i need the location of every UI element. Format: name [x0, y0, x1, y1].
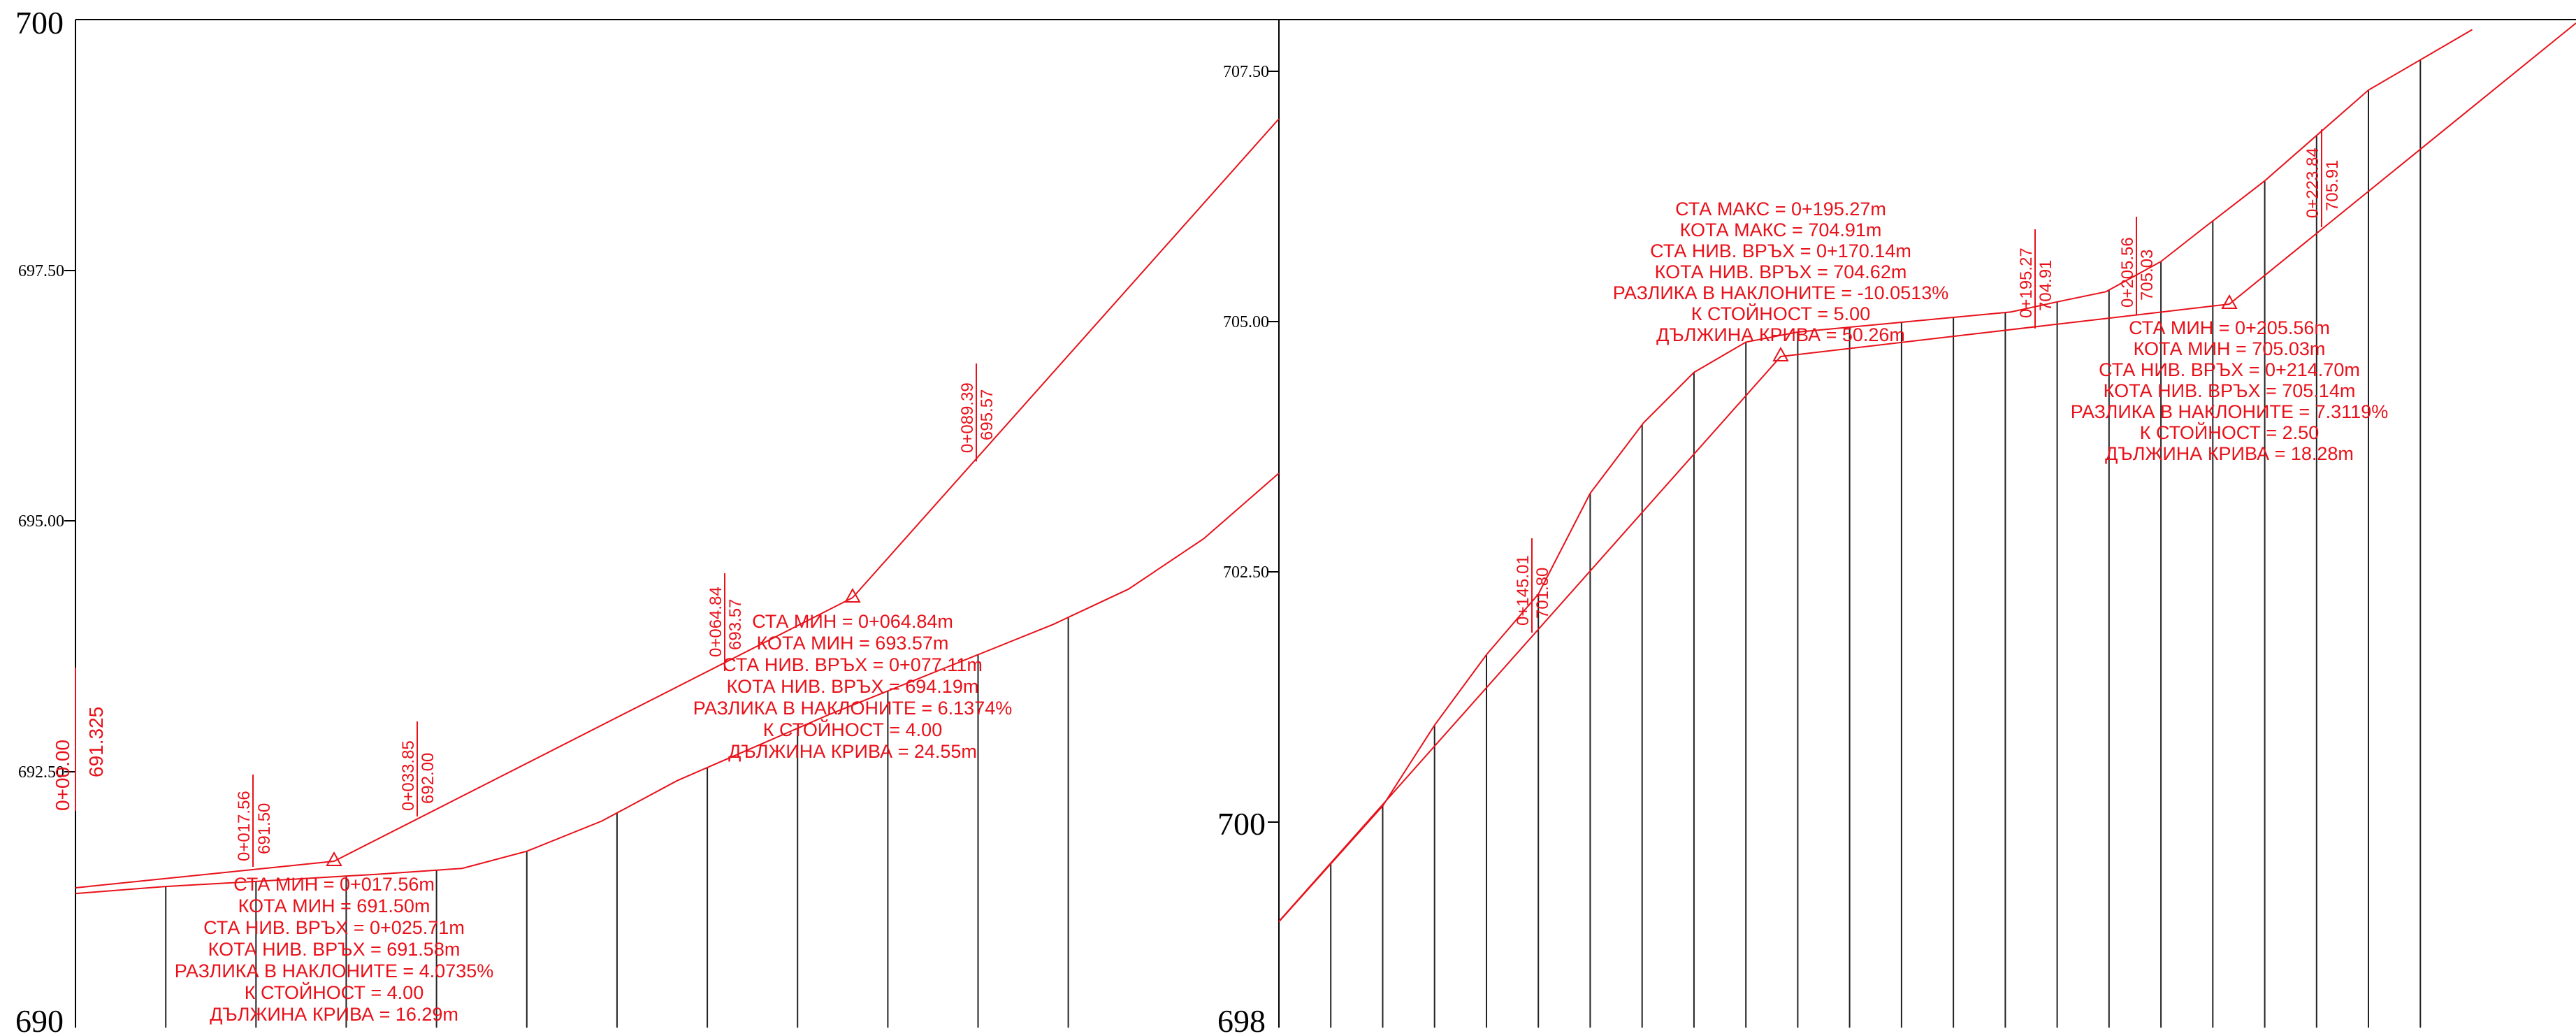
- right-profile-line: [1278, 29, 2473, 923]
- left-y-label-bottom: 690: [15, 1003, 64, 1033]
- curve-annotation-line: РАЗЛИКА В НАКЛОНИТЕ = 4.0735%: [175, 961, 494, 981]
- right-station-grid-lines: [1330, 59, 2422, 1028]
- curve-annotation-block: СТА МИН = 0+205.56m КОТА МИН = 705.03m С…: [2071, 317, 2389, 464]
- curve-annotation-line: СТА НИВ. ВРЪХ = 0+025.71m: [203, 917, 465, 938]
- station-marker-station: 0+064.84: [707, 587, 725, 657]
- curve-annotation-line: КОТА НИВ. ВРЪХ = 704.62m: [1655, 261, 1907, 282]
- right-tangent-line: [1278, 22, 2576, 922]
- right-panel: 700 698 707.50 705.00 702.50 0+145.01 70…: [1217, 19, 2576, 1036]
- station-marker-elevation: 691.50: [255, 803, 274, 854]
- station-marker-elevation: 704.91: [2036, 260, 2055, 311]
- curve-annotation-line: КОТА МИН = 691.50m: [238, 895, 430, 916]
- right-y-tick-label: 707.50: [1223, 63, 1269, 81]
- left-tangent-line: [75, 118, 1280, 888]
- left-y-label-top: 700: [15, 5, 64, 41]
- curve-annotation-line: К СТОЙНОСТ = 4.00: [763, 719, 942, 740]
- station-marker-elevation: 705.03: [2138, 250, 2157, 301]
- station-marker-elevation: 695.57: [978, 389, 997, 440]
- curve-annotation-line: КОТА МАКС = 704.91m: [1680, 220, 1882, 240]
- station-marker: 0+033.85 692.00: [399, 721, 437, 816]
- station-marker: 0+017.56 691.50: [235, 775, 274, 867]
- right-station-markers: 0+145.01 701.80 0+195.27 704.91 0+205.56…: [1514, 129, 2342, 633]
- station-marker-station: 0+195.27: [2017, 247, 2036, 318]
- curve-annotation-block: СТА МАКС = 0+195.27m КОТА МАКС = 704.91m…: [1613, 199, 1949, 345]
- curve-annotation-line: ДЪЛЖИНА КРИВА = 24.55m: [728, 741, 977, 762]
- left-station-grid-lines: [165, 617, 1069, 1028]
- station-marker: 0+089.39 695.57: [958, 364, 997, 461]
- station-marker-elevation: 705.91: [2323, 160, 2342, 211]
- curve-annotation-line: ДЪЛЖИНА КРИВА = 50.26m: [1656, 324, 1905, 345]
- curve-annotation-line: КОТА НИВ. ВРЪХ = 691.58m: [208, 939, 461, 960]
- station-marker-station: 0+017.56: [235, 791, 254, 861]
- station-marker: 0+223.84 705.91: [2303, 129, 2342, 227]
- right-y-label-mid: 700: [1217, 806, 1266, 842]
- left-y-tick-label: 697.50: [18, 262, 64, 280]
- station-marker-station: 0+223.84: [2303, 148, 2322, 218]
- right-pvi-markers: [1772, 294, 2238, 361]
- right-y-tick-label: 702.50: [1223, 563, 1269, 582]
- left-start-station-marker: 0+00.00 691.325: [52, 668, 107, 811]
- left-station-markers: 0+017.56 691.50 0+033.85 692.00 0+064.84…: [235, 364, 997, 867]
- profile-curve: [75, 473, 1280, 895]
- station-marker-station: 0+145.01: [1514, 555, 1533, 626]
- curve-annotation-line: СТА НИВ. ВРЪХ = 0+214.70m: [2099, 359, 2360, 380]
- curve-annotation-block: СТА МИН = 0+064.84m КОТА МИН = 693.57m С…: [693, 611, 1013, 762]
- station-marker-station: 0+089.39: [958, 382, 977, 453]
- pvi-triangle-marker: [1772, 346, 1789, 361]
- curve-annotation-line: ДЪЛЖИНА КРИВА = 16.29m: [210, 1004, 458, 1025]
- right-grade-tangents: [1278, 22, 2576, 922]
- left-pvi-markers: [326, 587, 861, 866]
- curve-annotation-line: СТА НИВ. ВРЪХ = 0+077.11m: [723, 654, 983, 675]
- station-marker-elevation: 693.57: [726, 599, 745, 650]
- left-grade-tangents: [75, 118, 1280, 888]
- left-start-station-label: 0+00.00: [52, 740, 73, 811]
- left-panel: 700 690 697.50 695.00 692.50 0+00.00 691…: [15, 5, 1280, 1036]
- curve-annotation-line: КОТА МИН = 705.03m: [2134, 338, 2326, 359]
- pvi-triangle-marker: [326, 851, 342, 866]
- station-marker-elevation: 692.00: [419, 753, 437, 804]
- profile-curve: [1278, 29, 2473, 923]
- station-marker: 0+064.84 693.57: [707, 573, 745, 671]
- station-marker-station: 0+205.56: [2118, 237, 2137, 308]
- station-marker: 0+205.56 705.03: [2118, 217, 2157, 315]
- curve-annotation-line: РАЗЛИКА В НАКЛОНИТЕ = 6.1374%: [693, 698, 1013, 719]
- curve-annotation-line: КОТА НИВ. ВРЪХ = 694.19m: [727, 676, 979, 697]
- curve-annotation-line: КОТА НИВ. ВРЪХ = 705.14m: [2104, 380, 2356, 401]
- right-y-tick-label: 705.00: [1223, 313, 1269, 331]
- curve-annotation-line: К СТОЙНОСТ = 2.50: [2140, 422, 2319, 443]
- curve-annotation-line: ДЪЛЖИНА КРИВА = 18.28m: [2105, 443, 2354, 464]
- pvi-triangle-marker: [844, 587, 861, 603]
- station-marker-elevation: 701.80: [1533, 568, 1552, 619]
- curve-annotation-line: КОТА МИН = 693.57m: [757, 633, 949, 654]
- left-start-elevation-label: 691.325: [85, 707, 107, 777]
- station-marker-station: 0+033.85: [399, 740, 418, 811]
- station-marker: 0+195.27 704.91: [2017, 229, 2055, 329]
- curve-annotation-line: СТА МАКС = 0+195.27m: [1675, 199, 1886, 220]
- left-y-tick-label: 692.50: [18, 763, 64, 782]
- pvi-triangle-marker: [2221, 294, 2238, 309]
- curve-annotation-line: СТА НИВ. ВРЪХ = 0+170.14m: [1650, 240, 1911, 261]
- left-y-tick-label: 695.00: [18, 512, 64, 531]
- curve-annotation-line: РАЗЛИКА В НАКЛОНИТЕ = 7.3119%: [2071, 401, 2389, 422]
- curve-annotation-line: РАЗЛИКА В НАКЛОНИТЕ = -10.0513%: [1613, 282, 1949, 303]
- curve-annotation-line: СТА МИН = 0+205.56m: [2129, 317, 2330, 338]
- right-y-label-bottom: 698: [1217, 1003, 1266, 1033]
- curve-annotation-line: К СТОЙНОСТ = 5.00: [1691, 303, 1870, 324]
- curve-annotation-block: СТА МИН = 0+017.56m КОТА МИН = 691.50m С…: [175, 874, 494, 1025]
- curve-annotation-line: СТА МИН = 0+064.84m: [752, 611, 953, 632]
- curve-annotation-line: К СТОЙНОСТ = 4.00: [245, 981, 424, 1003]
- left-profile-line: [75, 473, 1280, 895]
- curve-annotation-line: СТА МИН = 0+017.56m: [233, 874, 435, 895]
- station-marker: 0+145.01 701.80: [1514, 538, 1552, 633]
